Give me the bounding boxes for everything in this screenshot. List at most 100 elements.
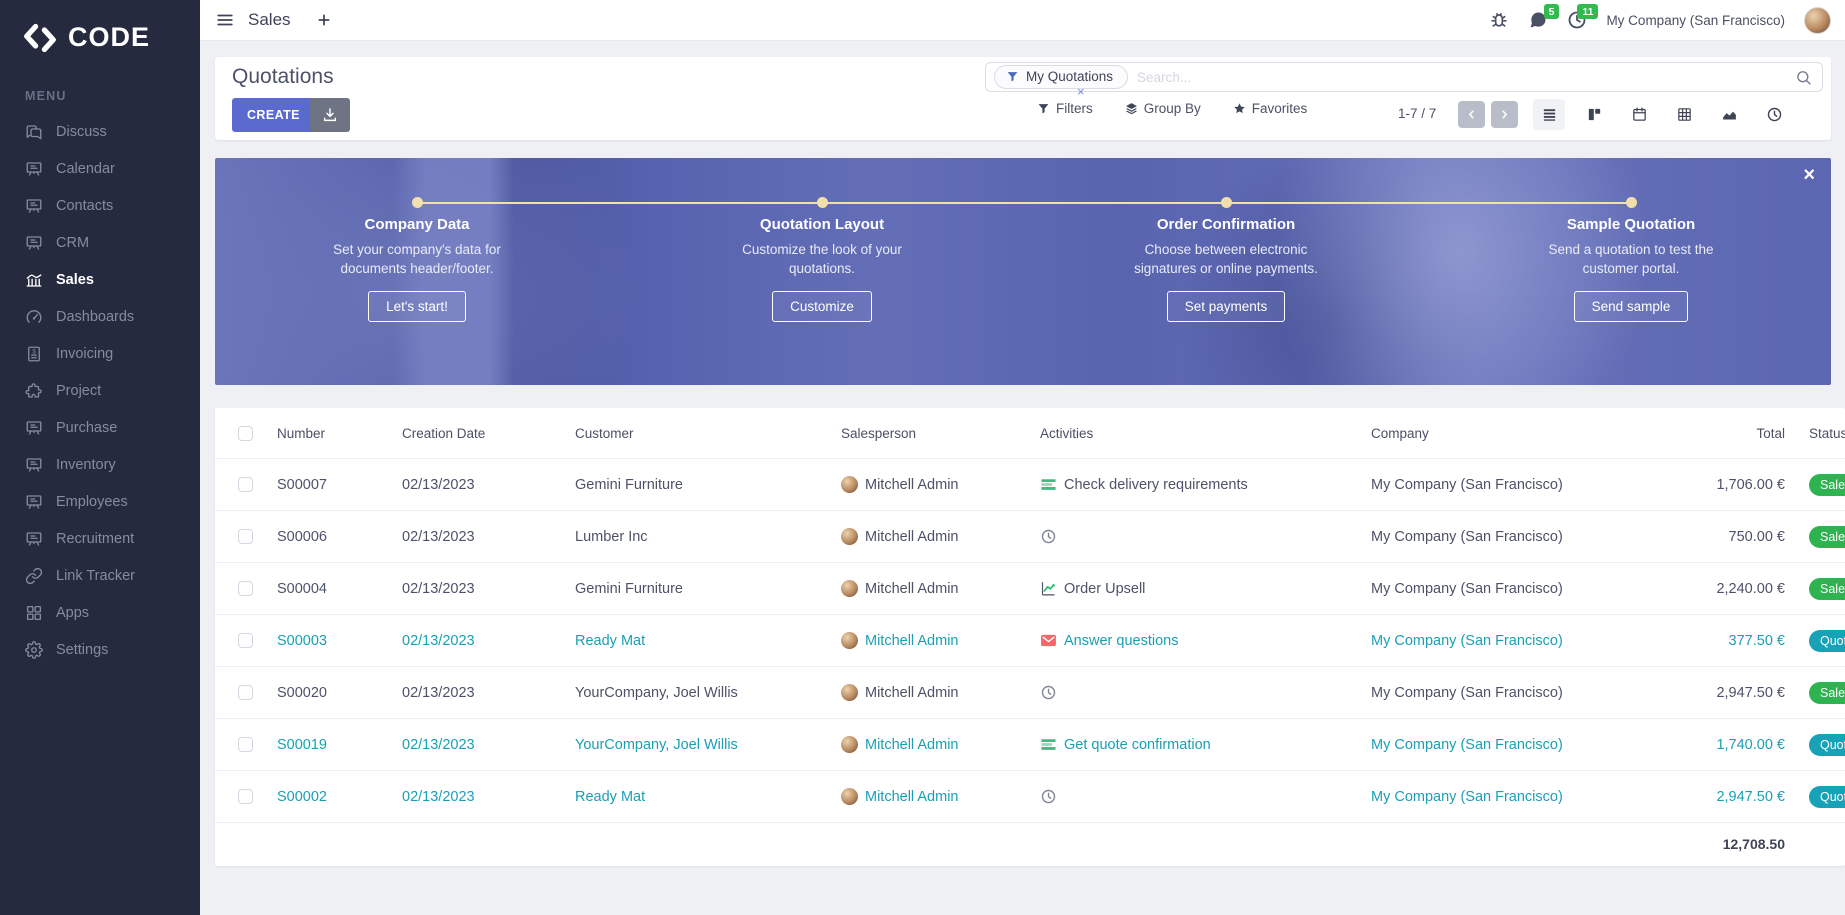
row-checkbox[interactable] <box>238 789 253 804</box>
view-activity-button[interactable] <box>1758 99 1790 130</box>
header-status[interactable]: Status <box>1809 425 1845 441</box>
header-total[interactable]: Total <box>1756 425 1785 441</box>
sidebar-item-dashboards[interactable]: Dashboards <box>0 298 200 335</box>
pager-next-button[interactable] <box>1491 101 1518 128</box>
header-salesperson[interactable]: Salesperson <box>841 425 917 441</box>
row-checkbox[interactable] <box>238 685 253 700</box>
header-customer[interactable]: Customer <box>575 425 634 441</box>
sidebar-item-employees[interactable]: Employees <box>0 483 200 520</box>
favorites-button[interactable]: Favorites <box>1233 101 1307 116</box>
sidebar-item-calendar[interactable]: Calendar <box>0 150 200 187</box>
activity-aclock-icon[interactable] <box>1040 684 1057 701</box>
salesperson-name: Mitchell Admin <box>865 476 959 493</box>
debug-bug-icon[interactable] <box>1489 10 1509 30</box>
select-all-checkbox[interactable] <box>238 425 253 441</box>
header-number[interactable]: Number <box>277 425 326 441</box>
filters-button[interactable]: Filters <box>1037 101 1093 116</box>
pager-previous-button[interactable] <box>1458 101 1485 128</box>
cell-activities[interactable]: Answer questions <box>1040 632 1371 649</box>
activity-aclock-icon[interactable] <box>1040 528 1057 545</box>
sidebar-item-invoicing[interactable]: $ Invoicing <box>0 335 200 372</box>
cell-activities[interactable] <box>1040 788 1371 805</box>
sidebar-item-sales[interactable]: Sales <box>0 261 200 298</box>
activity-tasks-icon[interactable] <box>1040 476 1057 493</box>
cell-customer: Ready Mat <box>575 788 646 805</box>
table-header-row: Number Creation Date Customer Salesperso… <box>215 408 1845 458</box>
banner-close-icon[interactable]: × <box>1803 164 1815 186</box>
activity-chartup-icon[interactable] <box>1040 580 1057 597</box>
sidebar-item-apps[interactable]: Apps <box>0 594 200 631</box>
quotation-row[interactable]: S00006 02/13/2023 Lumber Inc Mitchell Admin… <box>215 510 1845 562</box>
company-switcher[interactable]: My Company (San Francisco) <box>1606 12 1785 28</box>
row-checkbox[interactable] <box>238 477 253 492</box>
new-tab-plus-icon[interactable] <box>317 13 331 27</box>
header-activities[interactable]: Activities <box>1040 425 1094 441</box>
view-kanban-button[interactable] <box>1578 99 1610 130</box>
hamburger-menu-icon[interactable] <box>216 11 234 29</box>
user-avatar[interactable] <box>1804 6 1831 34</box>
step-action-button[interactable]: Customize <box>772 291 872 322</box>
sidebar-item-discuss[interactable]: Discuss <box>0 113 200 150</box>
cell-creation-date: 02/13/2023 <box>402 736 475 753</box>
messages-icon[interactable]: 5 <box>1528 4 1560 30</box>
quotation-row[interactable]: S00003 02/13/2023 Ready Mat Mitchell Admin A… <box>215 614 1845 666</box>
activity-envelope-icon[interactable] <box>1040 632 1057 649</box>
gauge-icon <box>25 308 43 326</box>
cell-activities[interactable]: Order Upsell <box>1040 580 1371 597</box>
salesperson-avatar <box>841 528 858 545</box>
cell-total: 2,947.50 € <box>1716 684 1785 701</box>
topbar: Sales 5 11 My Company (San Francisco) <box>200 0 1845 41</box>
sidebar-item-label: Dashboards <box>56 308 135 325</box>
quotation-row[interactable]: S00004 02/13/2023 Gemini Furniture Mitchell… <box>215 562 1845 614</box>
sidebar-item-link-tracker[interactable]: Link Tracker <box>0 557 200 594</box>
view-list-button[interactable] <box>1533 99 1565 130</box>
salesperson-name: Mitchell Admin <box>865 684 959 701</box>
view-calendar-button[interactable] <box>1623 99 1655 130</box>
cell-customer: Gemini Furniture <box>575 580 683 597</box>
salesperson-avatar <box>841 632 858 649</box>
row-checkbox[interactable] <box>238 581 253 596</box>
app-logo[interactable]: CODE <box>0 0 200 53</box>
messages-badge: 5 <box>1543 4 1560 19</box>
create-button[interactable]: CREATE <box>232 98 315 132</box>
search-bar[interactable]: My Quotations <box>985 62 1823 92</box>
cell-activities[interactable]: Get quote confirmation <box>1040 736 1371 753</box>
search-input[interactable] <box>1128 69 1795 85</box>
sidebar-item-purchase[interactable]: Purchase <box>0 409 200 446</box>
view-graph-button[interactable] <box>1713 99 1745 130</box>
row-checkbox[interactable] <box>238 633 253 648</box>
cell-creation-date: 02/13/2023 <box>402 580 475 597</box>
search-icon[interactable] <box>1795 69 1812 86</box>
step-action-button[interactable]: Send sample <box>1573 291 1689 322</box>
group-by-button[interactable]: Group By <box>1125 101 1201 116</box>
facet-remove-icon[interactable]: × <box>1077 84 1085 99</box>
step-action-button[interactable]: Let's start! <box>368 291 466 322</box>
export-download-button[interactable] <box>310 98 350 132</box>
step-description: Choose between electronic signatures or … <box>1134 242 1318 276</box>
header-company[interactable]: Company <box>1371 425 1429 441</box>
sidebar-item-contacts[interactable]: Contacts <box>0 187 200 224</box>
sidebar-item-inventory[interactable]: Inventory <box>0 446 200 483</box>
view-activity-icon <box>1766 106 1783 123</box>
view-pivot-button[interactable] <box>1668 99 1700 130</box>
cell-activities[interactable] <box>1040 528 1371 545</box>
quotation-row[interactable]: S00019 02/13/2023 YourCompany, Joel Willis… <box>215 718 1845 770</box>
quotation-row[interactable]: S00020 02/13/2023 YourCompany, Joel Willis… <box>215 666 1845 718</box>
cell-activities[interactable]: Check delivery requirements <box>1040 476 1371 493</box>
search-facet-my-quotations[interactable]: My Quotations <box>994 65 1129 89</box>
sidebar-item-project[interactable]: Project <box>0 372 200 409</box>
quotation-row[interactable]: S00007 02/13/2023 Gemini Furniture Mitchell… <box>215 458 1845 510</box>
row-checkbox[interactable] <box>238 529 253 544</box>
activities-clock-icon[interactable]: 11 <box>1567 4 1599 30</box>
header-creation-date[interactable]: Creation Date <box>402 425 486 441</box>
quotation-row[interactable]: S00002 02/13/2023 Ready Mat Mitchell Admin M… <box>215 770 1845 822</box>
sidebar-item-crm[interactable]: CRM <box>0 224 200 261</box>
cell-activities[interactable] <box>1040 684 1371 701</box>
activity-tasks-icon[interactable] <box>1040 736 1057 753</box>
step-action-button[interactable]: Set payments <box>1166 291 1286 322</box>
app-title[interactable]: Sales <box>248 10 291 29</box>
sidebar-item-recruitment[interactable]: Recruitment <box>0 520 200 557</box>
row-checkbox[interactable] <box>238 737 253 752</box>
activity-aclock-icon[interactable] <box>1040 788 1057 805</box>
sidebar-item-settings[interactable]: Settings <box>0 631 200 668</box>
